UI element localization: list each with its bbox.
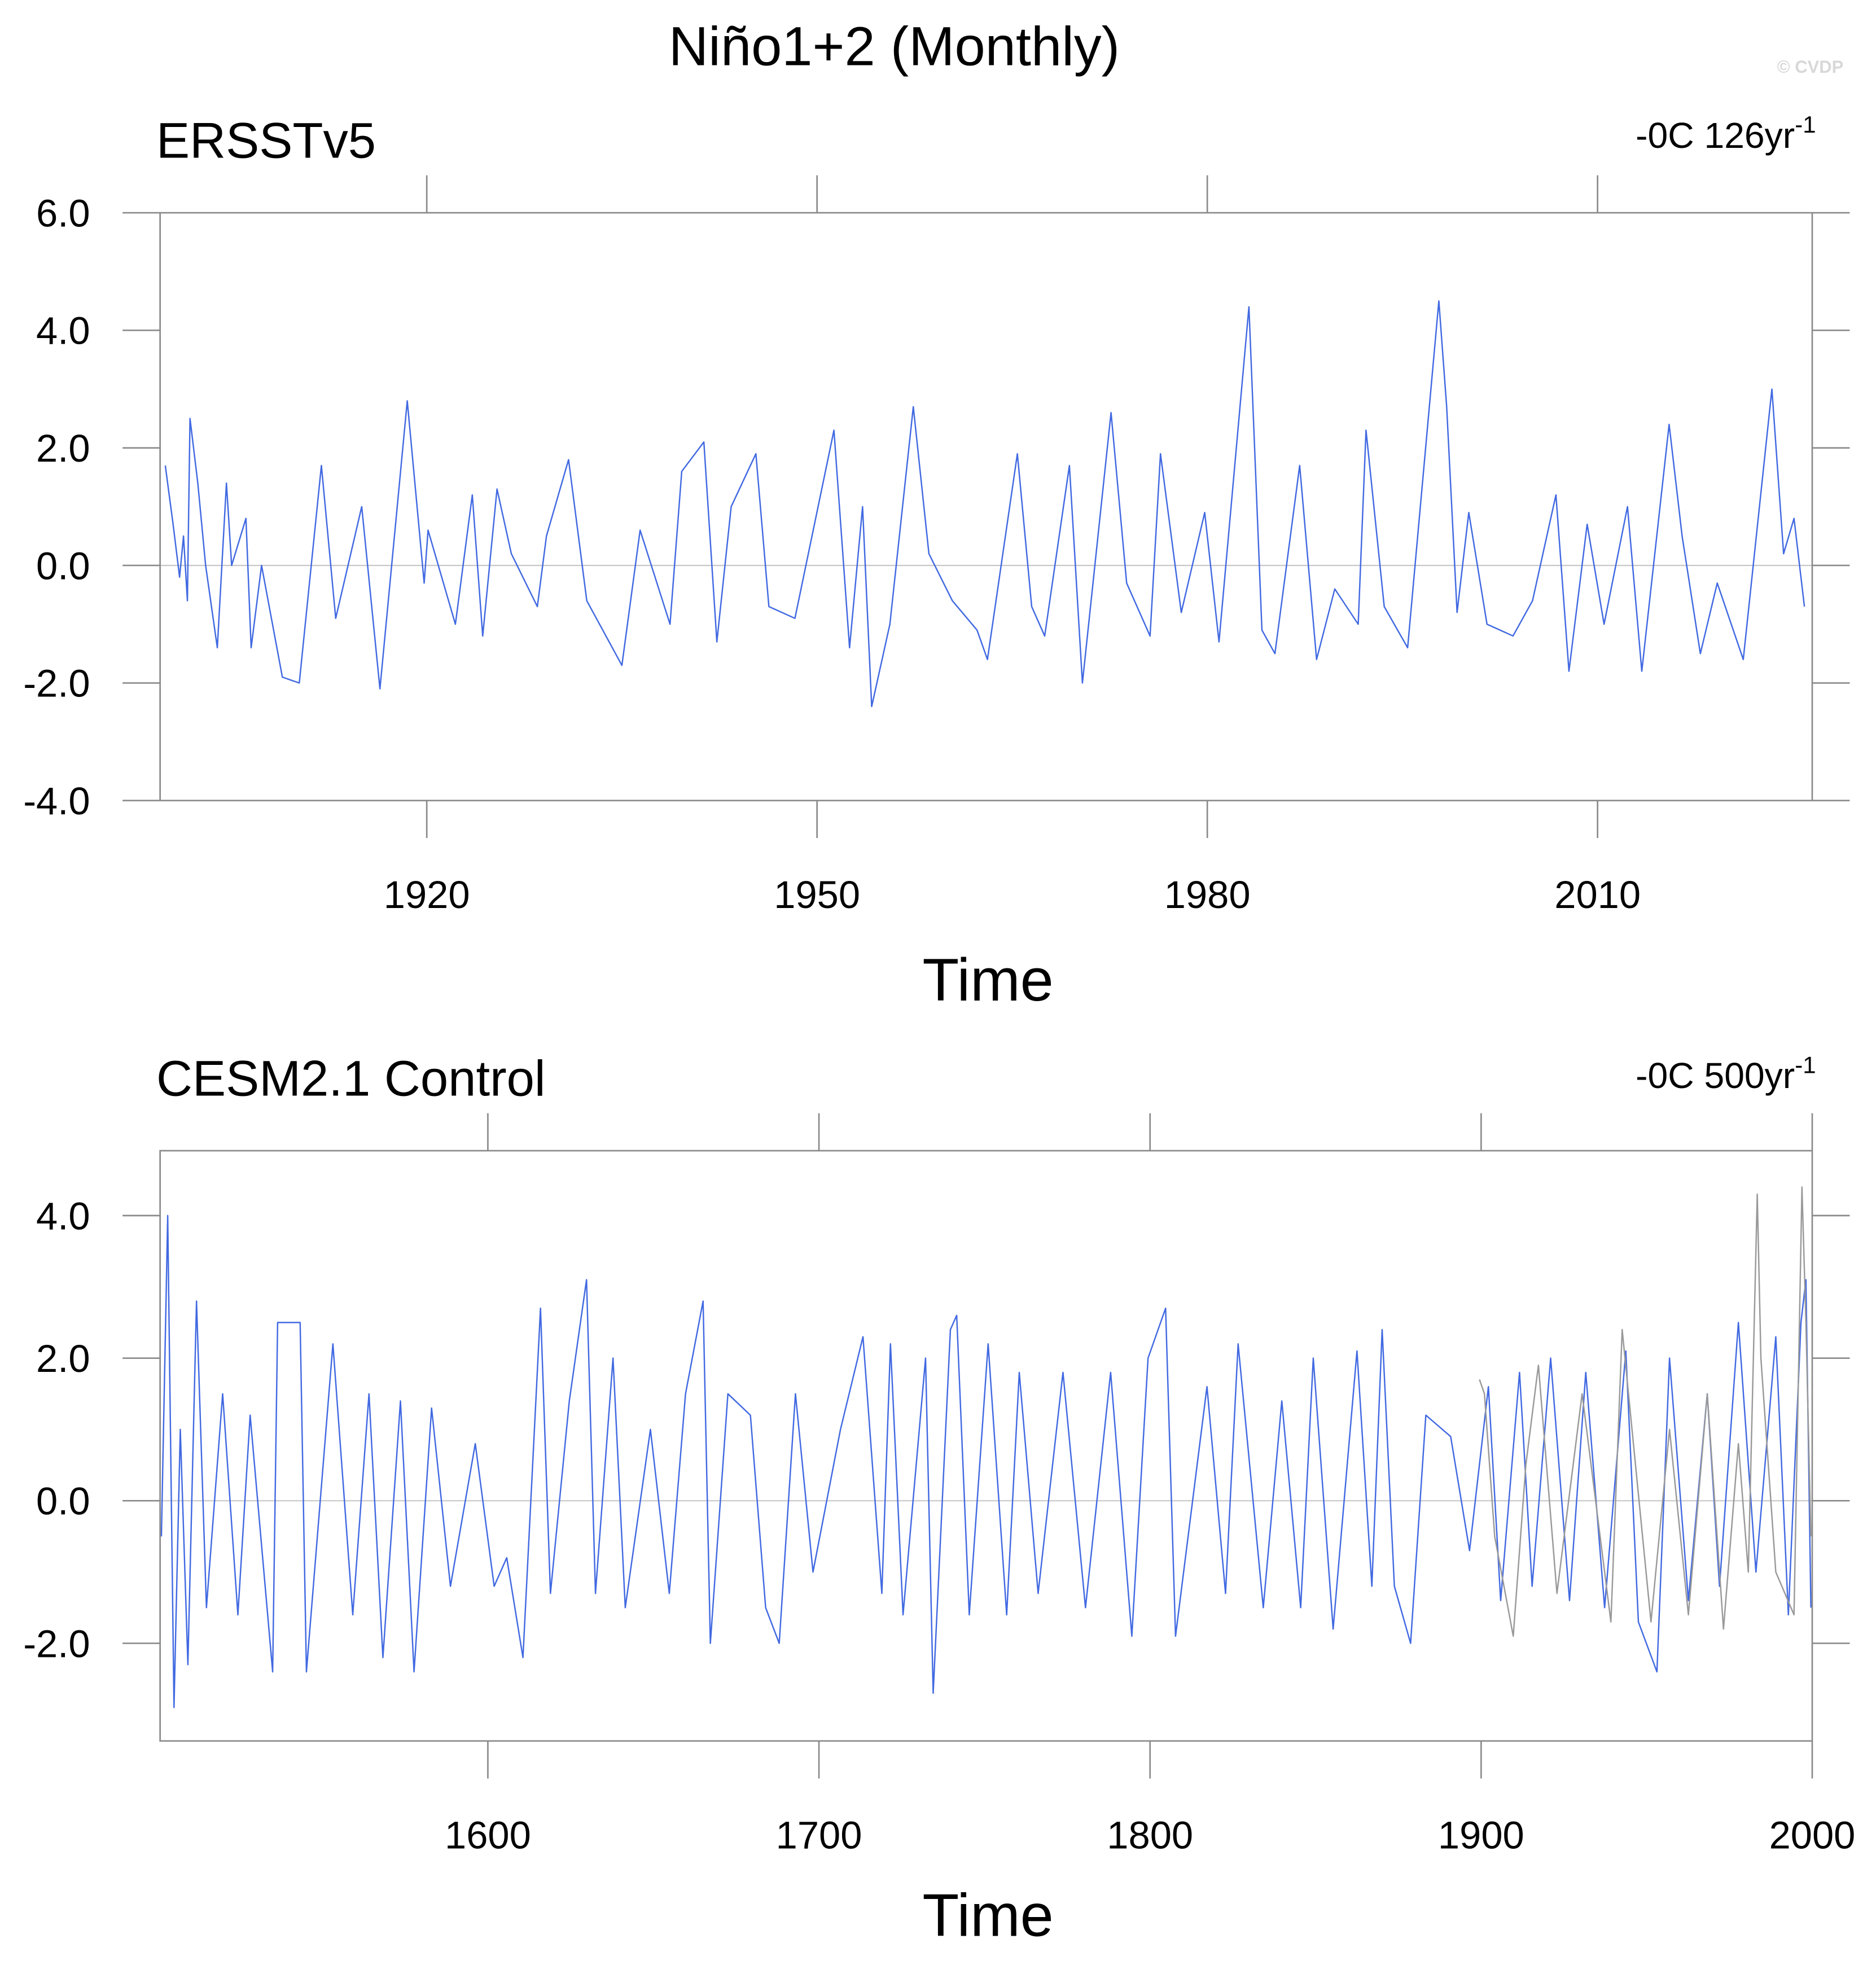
watermark: © CVDP: [1777, 57, 1844, 77]
panel: ERSSTv5 -0C 126yr-1 -4.0 -2.0 0.0 2.0 4.0 6.0 19…: [23, 111, 1850, 1014]
y-tick-label: 0.0: [36, 1480, 90, 1523]
panel-note: -0C 500yr-1: [1636, 1052, 1816, 1096]
x-axis-title: Time: [922, 946, 1053, 1014]
note-sup: -1: [1795, 111, 1816, 138]
note-text: -0C 500yr: [1636, 1055, 1795, 1096]
x-tick-label: 1920: [384, 873, 470, 916]
note-sup: -1: [1795, 1052, 1816, 1078]
data-line: [160, 1214, 1812, 1708]
x-tick-label: 1700: [776, 1814, 862, 1857]
note-text: -0C 126yr: [1636, 115, 1795, 156]
x-tick-label: 2000: [1769, 1814, 1856, 1857]
x-tick-label: 1950: [774, 873, 860, 916]
plot-frame: [159, 212, 1813, 801]
y-tick-label: 0.0: [36, 544, 90, 587]
y-tick-label: 2.0: [36, 427, 90, 470]
plot-frame: [159, 1150, 1813, 1742]
y-tick-label: -2.0: [23, 662, 90, 705]
data-line: [164, 300, 1805, 708]
y-tick-label: 2.0: [36, 1337, 90, 1380]
panel-title: ERSSTv5: [156, 113, 376, 169]
y-tick-label: -2.0: [23, 1622, 90, 1665]
panel: CESM2.1 Control -0C 500yr-1 -2.0 0.0 2.0 4.0 1…: [23, 1051, 1855, 1949]
y-tick-label: -4.0: [23, 779, 90, 823]
data-line: [1479, 1186, 1812, 1637]
panel-title: CESM2.1 Control: [156, 1051, 546, 1107]
page-title: Niño1+2 (Monthly): [669, 16, 1120, 77]
y-tick-label: 4.0: [36, 1194, 90, 1238]
y-tick-label: 6.0: [36, 191, 90, 235]
x-tick-label: 1900: [1438, 1814, 1524, 1857]
panel-note: -0C 126yr-1: [1636, 111, 1816, 156]
x-axis-title: Time: [922, 1882, 1053, 1949]
x-tick-label: 2010: [1554, 873, 1641, 916]
x-tick-label: 1800: [1107, 1814, 1193, 1857]
x-tick-label: 1980: [1164, 873, 1251, 916]
y-tick-label: 4.0: [36, 309, 90, 353]
x-tick-label: 1600: [445, 1814, 531, 1857]
